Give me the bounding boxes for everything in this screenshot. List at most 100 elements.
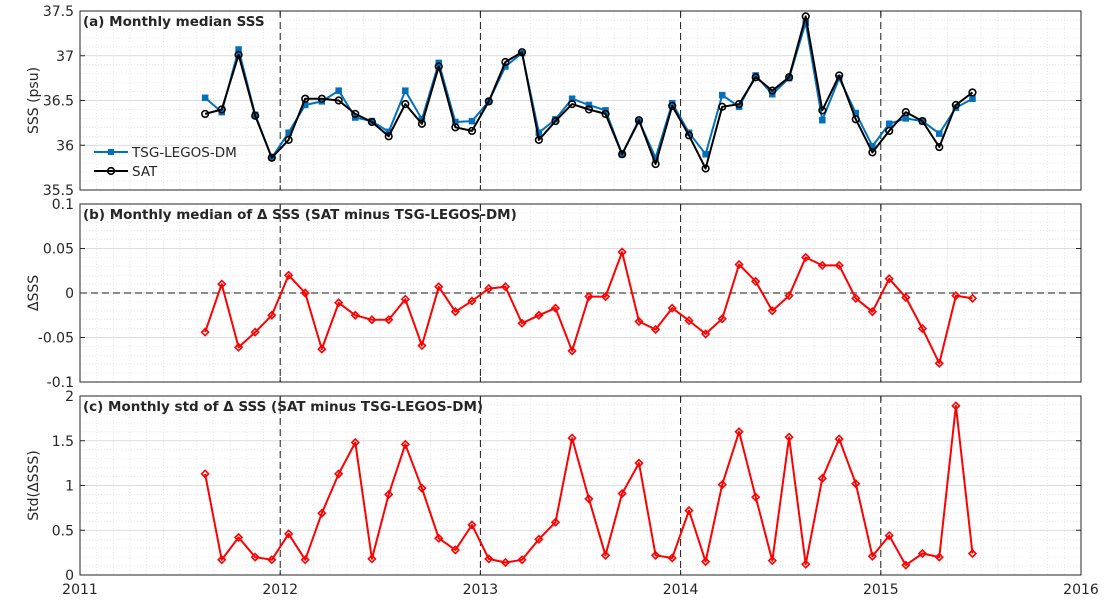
data-point-diamond	[801, 559, 811, 569]
data-point-circle	[751, 73, 760, 82]
data-point-diamond	[267, 555, 277, 565]
y-tick-label: 36	[56, 138, 74, 154]
minor-grid	[80, 204, 1081, 382]
data-point-circle	[234, 50, 243, 59]
data-point-diamond	[751, 492, 761, 502]
data-point-diamond	[200, 327, 210, 337]
data-point-diamond	[283, 529, 294, 539]
data-point-diamond	[650, 550, 661, 560]
data-point-circle	[434, 62, 443, 71]
data-point-diamond	[967, 548, 978, 559]
data-point-diamond	[917, 548, 928, 559]
y-tick-label: -0.05	[38, 331, 74, 347]
data-point-diamond	[550, 303, 561, 313]
data-point-diamond	[901, 292, 911, 303]
data-point-diamond	[317, 344, 327, 354]
data-point-diamond	[517, 555, 527, 565]
tick-marks	[79, 203, 1082, 383]
panel-title: (c) Monthly std of Δ SSS (SAT minus TSG-…	[83, 399, 483, 415]
data-point-diamond	[951, 291, 961, 301]
data-point-circle	[668, 101, 677, 110]
data-point-diamond	[584, 494, 594, 504]
data-point-diamond	[334, 298, 344, 308]
data-point-circle	[734, 99, 744, 109]
data-point-square	[885, 120, 893, 128]
data-point-diamond	[367, 554, 377, 564]
y-axis-label: Std(ΔSSS)	[26, 450, 42, 520]
data-point-square	[718, 91, 726, 99]
data-point-circle	[901, 108, 910, 117]
x-tick-label: 2012	[262, 582, 298, 598]
data-point-diamond	[567, 433, 577, 443]
data-point-diamond	[667, 553, 677, 563]
tick-marks	[79, 10, 1082, 191]
x-tick-label: 2015	[863, 582, 899, 598]
data-point-diamond	[617, 488, 627, 499]
data-point-diamond	[867, 307, 878, 317]
panel-title: (a) Monthly median SSS	[83, 14, 265, 30]
data-point-diamond	[300, 555, 310, 565]
legend-marker-circle	[106, 166, 116, 176]
data-point-diamond	[934, 552, 944, 562]
data-point-circle	[251, 111, 260, 120]
data-point-circle	[935, 142, 944, 152]
data-point-circle	[718, 102, 727, 111]
data-point-diamond	[350, 310, 360, 320]
y-tick-label: 36.5	[43, 94, 74, 110]
data-point-diamond	[834, 434, 844, 444]
data-point-circle	[918, 116, 927, 126]
x-tick-label: 2014	[663, 582, 699, 598]
tick-marks	[79, 395, 1082, 576]
data-point-diamond	[751, 276, 761, 287]
data-point-diamond	[250, 327, 260, 337]
data-point-circle	[334, 96, 343, 105]
data-point-circle	[501, 57, 510, 67]
data-point-diamond	[500, 282, 511, 292]
data-point-circle	[451, 123, 460, 132]
data-point-diamond	[967, 293, 978, 303]
data-point-diamond	[517, 318, 527, 328]
data-point-diamond	[434, 533, 444, 543]
data-point-diamond	[684, 315, 694, 326]
data-point-diamond	[217, 555, 227, 565]
series-delta-sss	[200, 247, 978, 368]
data-point-diamond	[367, 315, 377, 325]
data-point-square	[969, 95, 976, 102]
data-point-diamond	[717, 479, 727, 490]
data-point-diamond	[767, 306, 777, 316]
x-tick-label: 2011	[62, 582, 98, 598]
major-grid	[80, 55, 1081, 146]
data-point-diamond	[300, 288, 310, 298]
data-point-circle	[701, 164, 710, 173]
data-point-circle	[284, 135, 293, 144]
data-point-diamond	[233, 532, 244, 543]
data-point-diamond	[334, 469, 344, 479]
data-point-circle	[651, 159, 660, 169]
data-point-circle	[467, 126, 477, 136]
data-point-diamond	[817, 260, 827, 271]
data-point-circle	[567, 99, 577, 109]
data-point-circle	[835, 71, 844, 80]
data-point-square	[819, 116, 826, 124]
data-point-square	[568, 95, 576, 102]
data-point-diamond	[851, 479, 861, 489]
series-line	[204, 15, 974, 170]
data-point-circle	[201, 109, 210, 119]
data-point-circle	[851, 115, 860, 124]
data-point-diamond	[484, 554, 494, 564]
data-point-diamond	[434, 282, 444, 292]
data-point-diamond	[233, 342, 244, 352]
data-point-circle	[267, 153, 276, 162]
panel-b-median-delta-sss: -0.1 -0.05 0 0.05 0.1 ΔSSS (b) Monthly median …	[26, 197, 1082, 391]
data-point-diamond	[550, 517, 561, 527]
panel-c-std-delta-sss: 0 0.5 1 1.5 2 2011 2012 2013 2014 2015 2016 Std(ΔSS…	[26, 389, 1099, 598]
data-point-circle	[534, 135, 543, 144]
data-point-circle	[768, 86, 777, 95]
data-point-diamond	[801, 252, 811, 263]
series-line	[204, 251, 973, 365]
data-point-diamond	[700, 329, 711, 339]
data-point-diamond	[867, 551, 878, 561]
data-point-diamond	[267, 310, 277, 320]
series-delta-sss	[200, 401, 978, 570]
